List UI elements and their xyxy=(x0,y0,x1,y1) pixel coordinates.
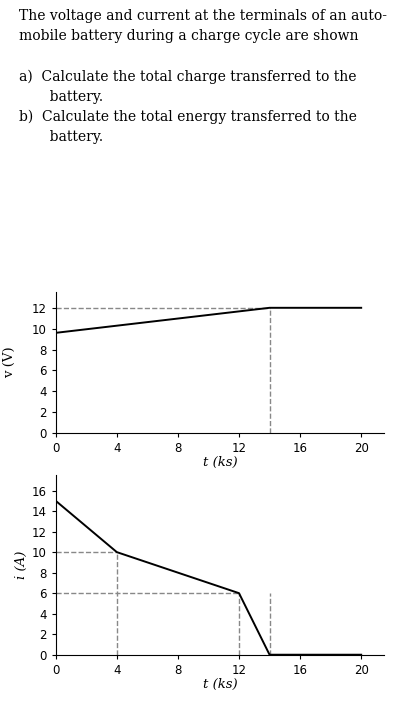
Text: The voltage and current at the terminals of an auto-
mobile battery during a cha: The voltage and current at the terminals… xyxy=(19,8,387,144)
X-axis label: t (ks): t (ks) xyxy=(203,678,237,691)
Y-axis label: i (A): i (A) xyxy=(14,551,28,579)
Y-axis label: v (V): v (V) xyxy=(3,347,17,378)
X-axis label: t (ks): t (ks) xyxy=(203,456,237,470)
